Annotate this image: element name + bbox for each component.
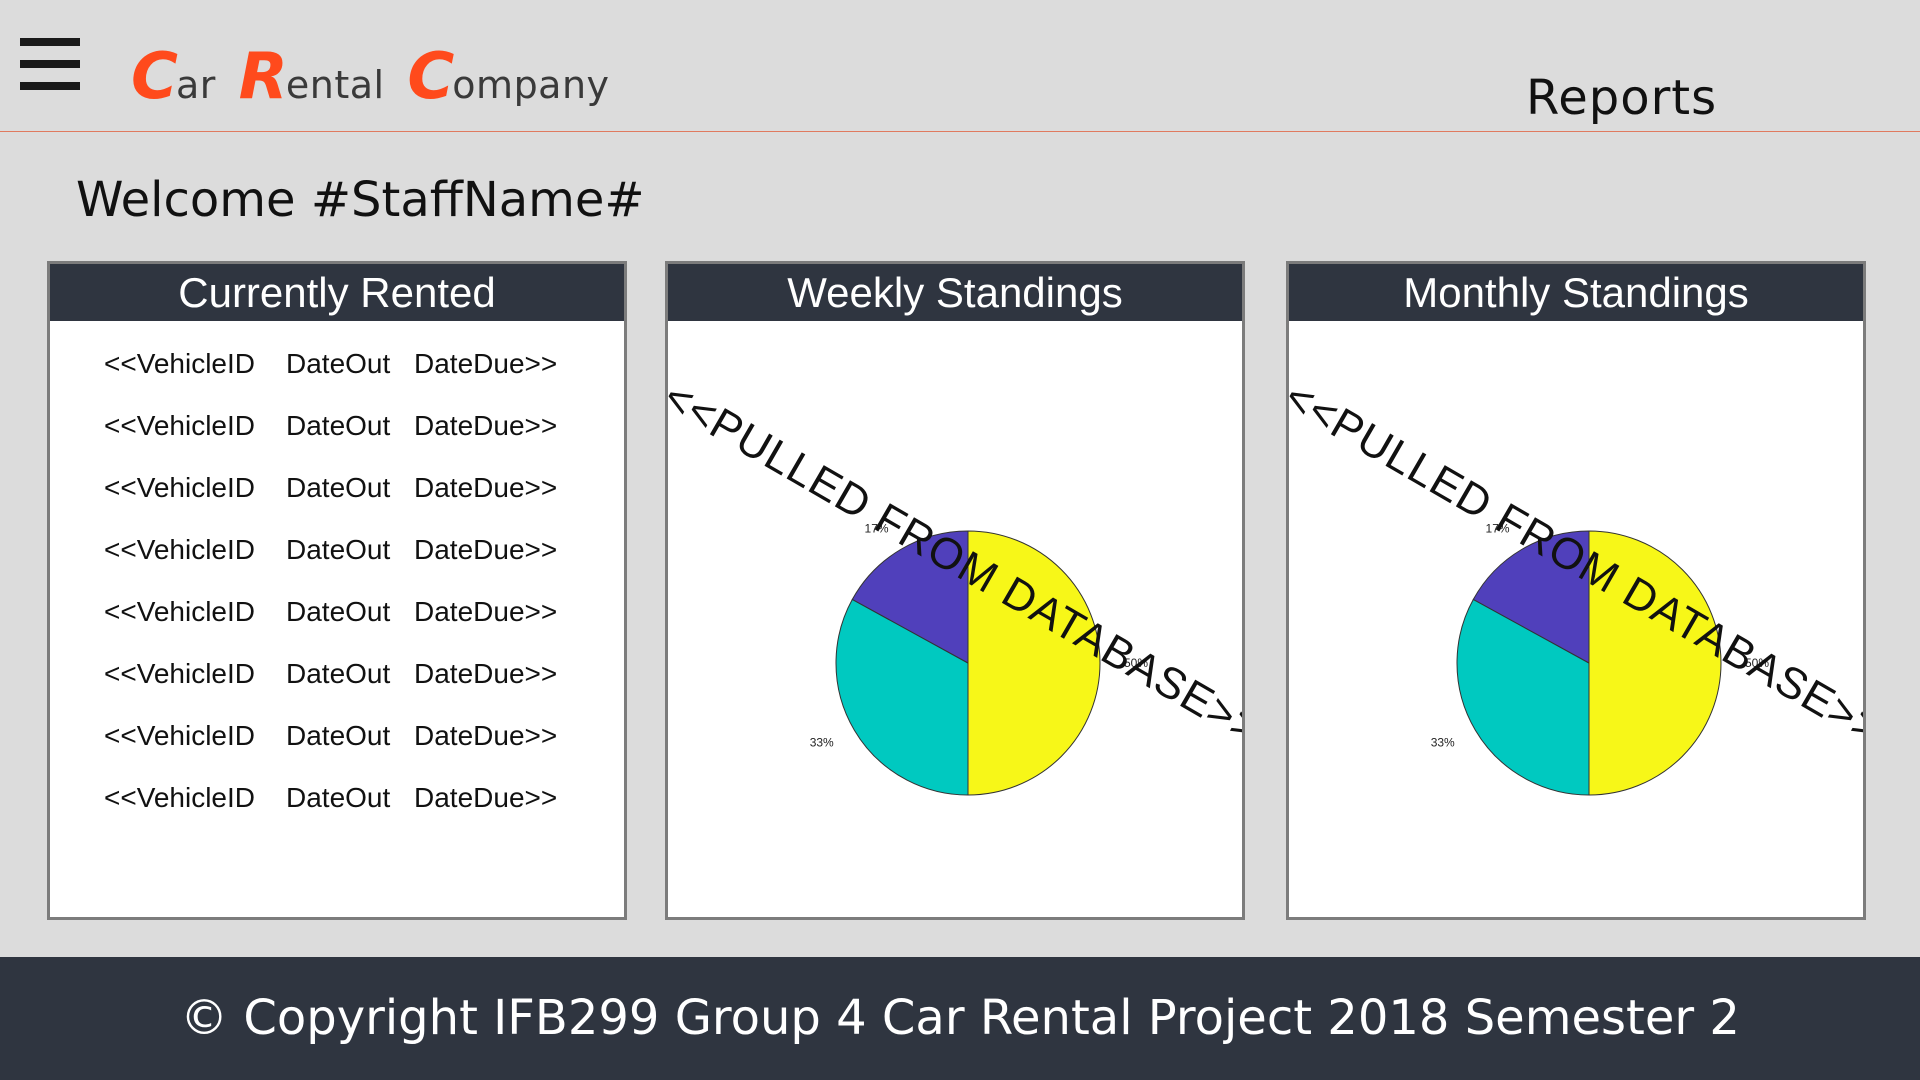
vehicle-id: <<VehicleID	[104, 720, 255, 751]
pie-slice	[967, 530, 1101, 796]
date-due: DateDue>>	[414, 348, 558, 379]
copyright-footer: © Copyright IFB299 Group 4 Car Rental Pr…	[0, 957, 1920, 1080]
date-due: DateDue>>	[414, 782, 558, 813]
weekly-pie-chart: 50% 33% 17%	[810, 522, 1148, 796]
pie-slice-label: 17%	[865, 522, 889, 536]
date-out: DateOut	[286, 720, 391, 751]
pie-slice	[851, 530, 969, 664]
rental-row[interactable]: <<VehicleID DateOut DateDue>>	[104, 472, 584, 512]
date-out: DateOut	[286, 348, 391, 379]
date-out: DateOut	[286, 472, 391, 503]
app-header: Car Rental Company Reports	[0, 0, 1920, 132]
pie-slice	[835, 598, 969, 796]
monthly-standings-panel: Monthly Standings 50% 33% 17% <<PULLED FRO…	[1286, 261, 1866, 920]
vehicle-id: <<VehicleID	[104, 596, 255, 627]
rental-row[interactable]: <<VehicleID DateOut DateDue>>	[104, 782, 584, 822]
monthly-standings-title: Monthly Standings	[1289, 264, 1863, 321]
pie-slice-label: 50%	[1745, 656, 1769, 670]
pie-slice-label: 17%	[1486, 522, 1510, 536]
pie-slice-label: 50%	[1124, 656, 1148, 670]
vehicle-id: <<VehicleID	[104, 534, 255, 565]
welcome-message: Welcome #StaffName#	[76, 172, 645, 228]
pie-slice	[1472, 530, 1590, 664]
currently-rented-title: Currently Rented	[50, 264, 624, 321]
rental-row[interactable]: <<VehicleID DateOut DateDue>>	[104, 596, 584, 636]
date-due: DateDue>>	[414, 720, 558, 751]
pie-slice-label: 33%	[810, 735, 834, 749]
date-due: DateDue>>	[414, 410, 558, 441]
date-due: DateDue>>	[414, 596, 558, 627]
date-due: DateDue>>	[414, 534, 558, 565]
monthly-pie-chart: 50% 33% 17%	[1431, 522, 1769, 796]
date-due: DateDue>>	[414, 472, 558, 503]
date-due: DateDue>>	[414, 658, 558, 689]
rental-row[interactable]: <<VehicleID DateOut DateDue>>	[104, 720, 584, 760]
rental-row[interactable]: <<VehicleID DateOut DateDue>>	[104, 410, 584, 450]
hamburger-menu-icon[interactable]	[20, 38, 82, 90]
date-out: DateOut	[286, 782, 391, 813]
pie-slice	[1456, 598, 1590, 796]
date-out: DateOut	[286, 658, 391, 689]
date-out: DateOut	[286, 596, 391, 627]
page-title: Reports	[1526, 70, 1718, 126]
rental-row[interactable]: <<VehicleID DateOut DateDue>>	[104, 534, 584, 574]
vehicle-id: <<VehicleID	[104, 658, 255, 689]
rental-row[interactable]: <<VehicleID DateOut DateDue>>	[104, 658, 584, 698]
date-out: DateOut	[286, 534, 391, 565]
currently-rented-panel: Currently Rented <<VehicleID DateOut Dat…	[47, 261, 627, 920]
rental-row[interactable]: <<VehicleID DateOut DateDue>>	[104, 348, 584, 388]
pie-slice-label: 33%	[1431, 735, 1455, 749]
company-logo[interactable]: Car Rental Company	[131, 40, 610, 114]
vehicle-id: <<VehicleID	[104, 782, 255, 813]
pie-slice	[1588, 530, 1722, 796]
vehicle-id: <<VehicleID	[104, 472, 255, 503]
vehicle-id: <<VehicleID	[104, 410, 255, 441]
weekly-standings-panel: Weekly Standings 50% 33% 17% <<PULLED FROM…	[665, 261, 1245, 920]
date-out: DateOut	[286, 410, 391, 441]
weekly-standings-title: Weekly Standings	[668, 264, 1242, 321]
vehicle-id: <<VehicleID	[104, 348, 255, 379]
